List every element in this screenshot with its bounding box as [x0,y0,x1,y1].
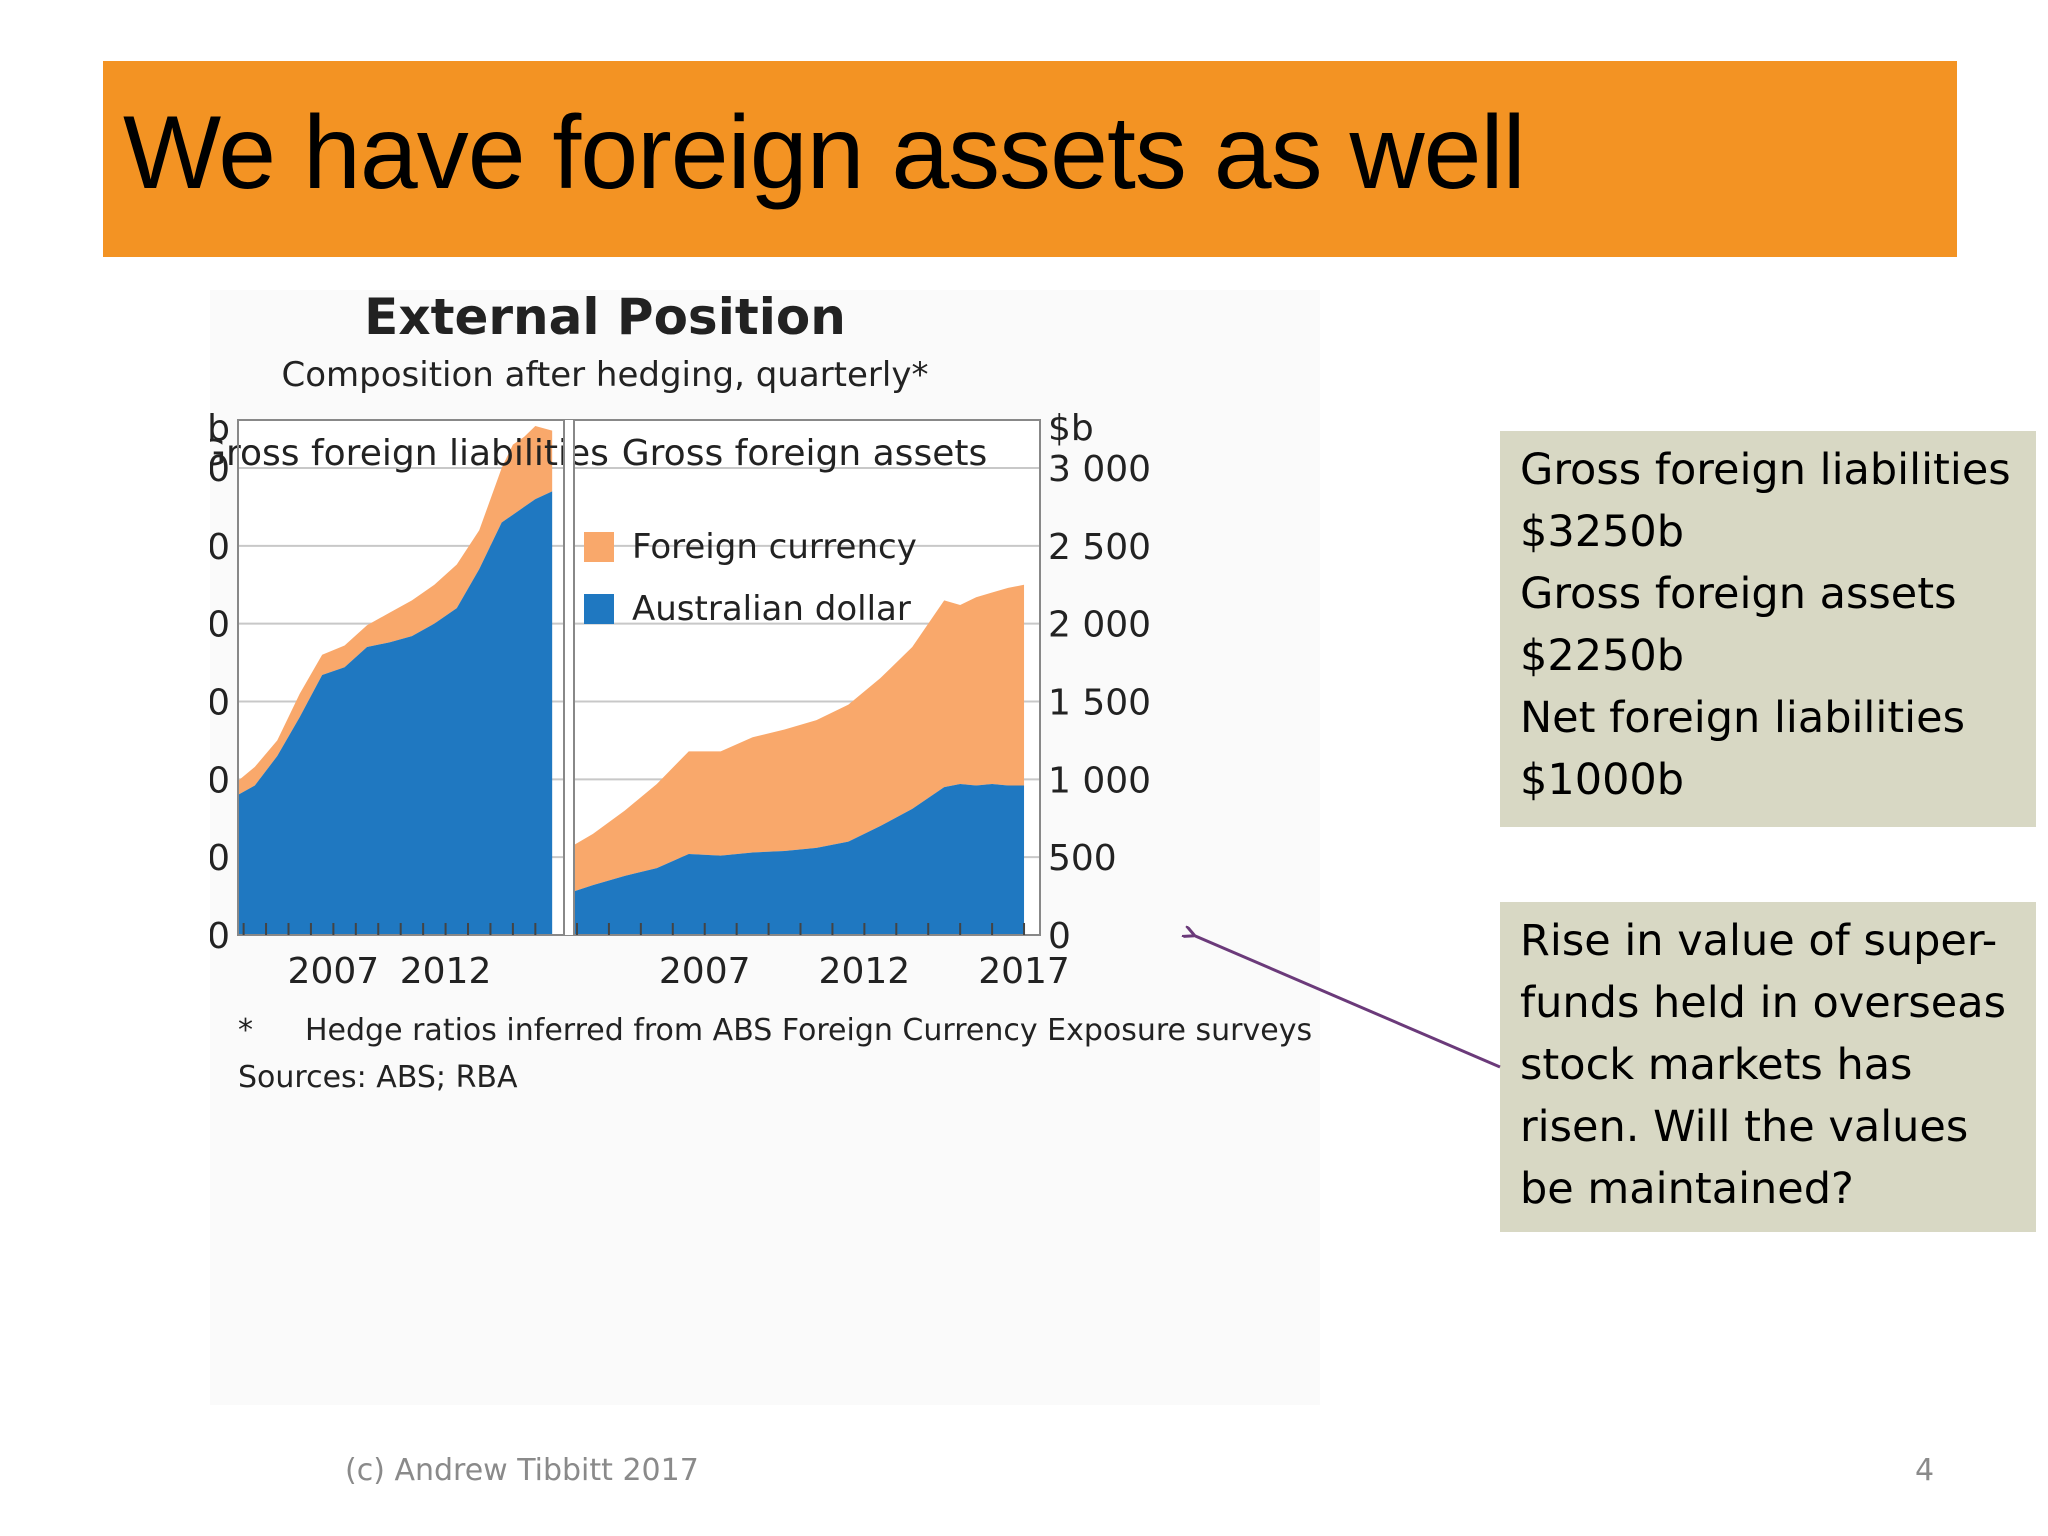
y-tick-label-left: 1 500 [210,683,230,724]
x-tick-label-left: 2007 [288,951,380,992]
footer-copyright: (c) Andrew Tibbitt 2017 [345,1453,699,1488]
y-axis-unit-left: $b [210,408,230,449]
legend-swatch-foreign-currency [584,532,614,562]
external-position-chart: External Position Composition after hedgi… [210,290,1312,1095]
y-tick-label-left: 2 000 [210,605,230,646]
y-tick-label-right: 2 500 [1048,527,1151,568]
page-number: 4 [1915,1453,1935,1488]
legend-label-australian-dollar: Australian dollar [632,589,911,629]
legend-label-foreign-currency: Foreign currency [632,527,917,567]
y-tick-label-right: 0 [1048,916,1071,957]
callout-line: Gross foreign liabilities [1520,445,2011,495]
chart-panel: External Position Composition after hedgi… [210,290,1320,1405]
area-australian-dollar-liabilities [238,491,553,935]
y-tick-label-right: 1 000 [1048,760,1151,801]
y-tick-label-left: 0 [210,916,230,957]
panel-title-liabilities: Gross foreign liabilities [210,433,609,474]
area-foreign-currency-assets [569,584,1025,893]
x-tick-label-right: 2017 [978,951,1070,992]
y-tick-label-left: 1 000 [210,760,230,801]
callout-line: $3250b [1520,507,1685,557]
footnote-marker: * [238,1013,253,1048]
area-australian-dollar-assets [569,784,1025,935]
area-foreign-currency-liabilities [238,425,553,795]
y-tick-label-left: 3 000 [210,449,230,490]
figures-callout: Gross foreign liabilities $3250b Gross f… [1500,431,2036,827]
y-tick-label-right: 2 000 [1048,605,1151,646]
chart-subtitle: Composition after hedging, quarterly* [282,355,929,395]
callout-line: Net foreign liabilities [1520,693,1965,743]
sources-text: Sources: ABS; RBA [238,1060,518,1095]
callout-note-text: Rise in value of super-funds held in ove… [1520,916,2006,1214]
y-axis-unit-right: $b [1048,408,1094,449]
callout-line: $1000b [1520,755,1685,805]
y-tick-label-right: 3 000 [1048,449,1151,490]
x-tick-label-left: 2012 [400,951,492,992]
footnote-text: Hedge ratios inferred from ABS Foreign C… [305,1013,1312,1048]
y-tick-label-left: 2 500 [210,527,230,568]
chart-title: External Position [364,290,846,346]
callout-line: $2250b [1520,631,1685,681]
y-tick-label-left: 500 [210,838,230,879]
y-tick-label-right: 1 500 [1048,683,1151,724]
panel-title-assets: Gross foreign assets [622,433,987,474]
title-bar: We have foreign assets as well [103,61,1957,257]
slide-title: We have foreign assets as well [123,95,1526,211]
x-tick-label-right: 2007 [659,951,751,992]
plot-frame [237,419,1041,936]
x-tick-label-right: 2012 [819,951,911,992]
y-tick-label-right: 500 [1048,838,1117,879]
legend-swatch-australian-dollar [584,594,614,624]
note-callout: Rise in value of super-funds held in ove… [1500,902,2036,1232]
callout-line: Gross foreign assets [1520,569,1957,619]
